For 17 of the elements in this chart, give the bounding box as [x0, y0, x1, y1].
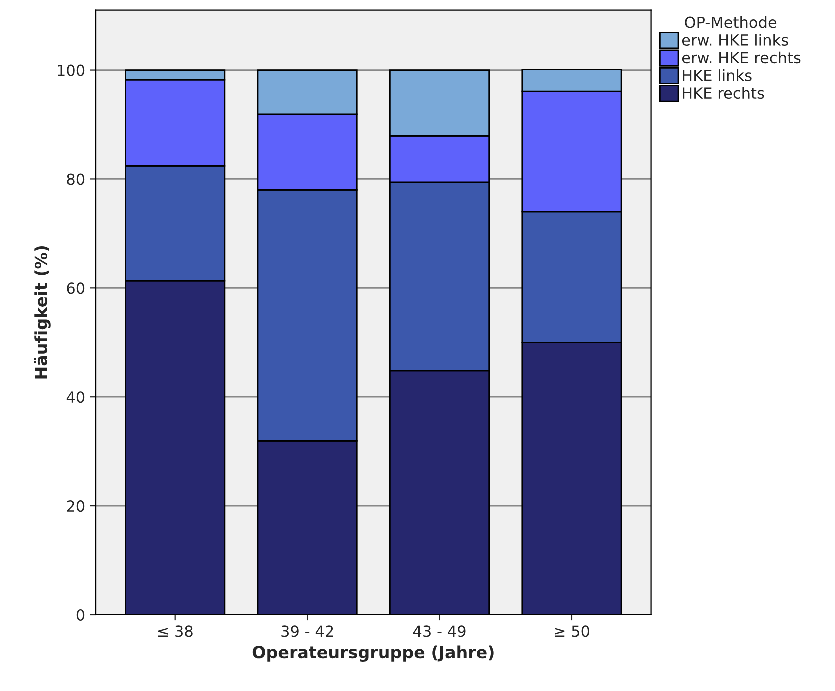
legend-label: HKE rechts — [683, 87, 764, 100]
y-axis-title: Häufigkeit (%) — [34, 246, 51, 379]
y-tick-label: 20 — [67, 500, 85, 512]
x-tick-label: ≤ 38 — [158, 626, 193, 638]
x-tick-label: 39 - 42 — [282, 626, 334, 638]
x-tick-label: 43 - 49 — [413, 626, 466, 638]
legend-label: HKE links — [683, 70, 752, 82]
legend-title: OP-Methode — [685, 16, 777, 28]
y-tick-label: 100 — [58, 64, 85, 76]
x-tick-label: ≥ 50 — [555, 626, 590, 638]
x-axis-title: Operateursgruppe (Jahre) — [252, 646, 494, 662]
y-tick-label: 0 — [76, 609, 85, 622]
y-tick-label: 40 — [66, 392, 85, 404]
legend-label: erw. HKE rechts — [682, 52, 801, 64]
y-tick-label: 60 — [67, 282, 85, 294]
y-tick-label: 80 — [67, 174, 85, 186]
legend-label: erw. HKE links — [682, 34, 788, 46]
